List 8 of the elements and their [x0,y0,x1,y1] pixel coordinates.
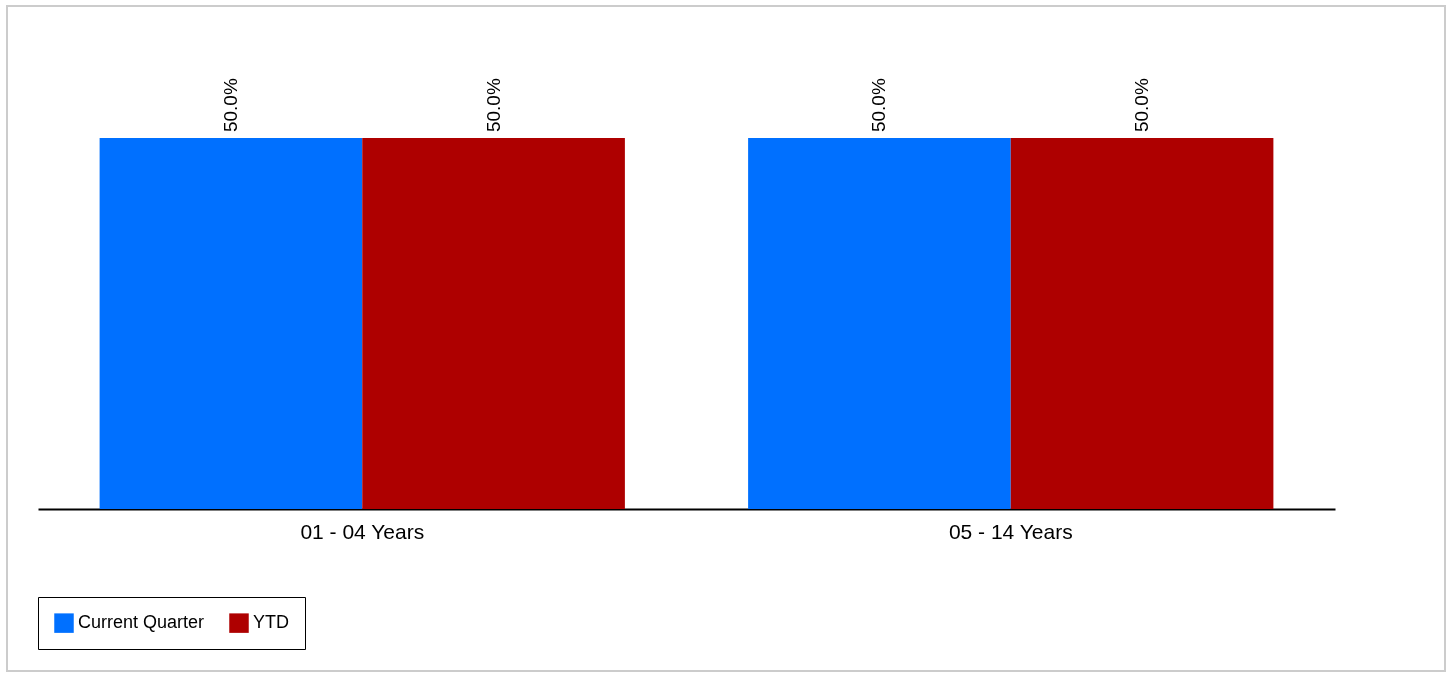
data-label: 50.0% [482,78,504,133]
legend-label: Current Quarter [78,612,205,633]
x-tick-label: 05 - 14 Years [948,519,1073,543]
x-tick-label: 01 - 04 Years [300,519,425,543]
legend-label: YTD [253,612,289,633]
data-label: 50.0% [219,78,241,133]
data-label: 50.0% [868,78,890,133]
data-label: 50.0% [1131,78,1153,133]
